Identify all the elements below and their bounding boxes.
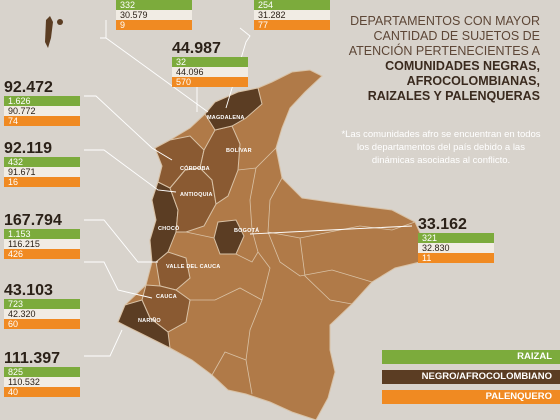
department-borders	[185, 147, 416, 395]
legend-label: PALENQUERO	[485, 391, 552, 402]
palenquero-value: 570	[172, 77, 248, 87]
region-narino	[117, 299, 171, 349]
region-magdalena	[204, 87, 263, 131]
map-label-magdalena: MAGDALENA	[207, 115, 245, 121]
palenquero-value: 426	[4, 249, 80, 259]
san-andres-island	[45, 16, 53, 48]
palenquero-value: 11	[418, 253, 494, 263]
map-label-bogota: BOGOTÁ	[234, 228, 260, 234]
legend-negro: NEGRO/AFROCOLOMBIANO	[382, 370, 560, 384]
leader-lines	[84, 20, 413, 357]
raizal-value: 32	[172, 57, 248, 67]
negro-value: 44.096	[172, 67, 248, 77]
title-line: CANTIDAD DE SUJETOS DE	[373, 29, 540, 43]
title-bold-line: COMUNIDADES NEGRAS,	[385, 59, 540, 73]
infographic-title: DEPARTAMENTOS CON MAYOR CANTIDAD DE SUJE…	[300, 14, 540, 104]
map-label-choco: CHOCÓ	[158, 226, 180, 232]
legend-raizal: RAIZAL	[382, 350, 560, 364]
raizal-value: 1.153	[4, 229, 80, 239]
palenquero-value: 9	[116, 20, 192, 30]
title-bold-line: RAIZALES Y PALENQUERAS	[367, 89, 540, 103]
department-total: 44.987	[172, 40, 221, 57]
negro-value: 31.282	[254, 10, 330, 20]
raizal-value: 432	[4, 157, 80, 167]
negro-value: 116.215	[4, 239, 80, 249]
legend-label: RAIZAL	[517, 351, 552, 362]
department-total: 111.397	[4, 350, 61, 367]
title-line: DEPARTAMENTOS CON MAYOR	[350, 14, 540, 28]
raizal-value: 321	[418, 233, 494, 243]
dept-box-choco: 167.794 1.153 116.215 426	[4, 212, 80, 259]
negro-value: 110.532	[4, 377, 80, 387]
negro-value: 42.320	[4, 309, 80, 319]
dept-box-top-right: 254 31.282 77	[254, 0, 330, 30]
map-label-valle: VALLE DEL CAUCA	[166, 264, 221, 270]
title-line: ATENCIÓN PERTENECIENTES A	[348, 44, 540, 58]
negro-value: 91.671	[4, 167, 80, 177]
footnote: *Las comunidades afro se encuentran en t…	[341, 129, 541, 166]
department-total: 167.794	[4, 212, 62, 229]
negro-value: 32.830	[418, 243, 494, 253]
palenquero-value: 16	[4, 177, 80, 187]
legend-label: NEGRO/AFROCOLOMBIANO	[421, 371, 552, 382]
department-total: 92.472	[4, 79, 53, 96]
palenquero-value: 60	[4, 319, 80, 329]
dept-box-bogota: 33.162 321 32.830 11	[418, 216, 494, 263]
raizal-value: 332	[116, 0, 192, 10]
palenquero-value: 77	[254, 20, 330, 30]
raizal-value: 723	[4, 299, 80, 309]
dept-box-narino: 111.397 825 110.532 40	[4, 350, 80, 397]
dept-box-cordoba: 92.472 1.626 90.772 74	[4, 79, 80, 126]
map-label-antioquia: ANTIOQUIA	[180, 192, 213, 198]
raizal-value: 825	[4, 367, 80, 377]
department-total: 43.103	[4, 282, 53, 299]
palenquero-value: 40	[4, 387, 80, 397]
raizal-value: 1.626	[4, 96, 80, 106]
dept-box-valle: 43.103 723 42.320 60	[4, 282, 80, 329]
negro-value: 90.772	[4, 106, 80, 116]
map-label-cauca: CAUCA	[156, 294, 177, 300]
legend-palenquero: PALENQUERO	[382, 390, 560, 404]
dept-box-top-left: 332 30.579 9	[116, 0, 192, 30]
palenquero-value: 74	[4, 116, 80, 126]
map-label-cordoba: CÓRDOBA	[180, 166, 210, 172]
map-label-bolivar: BOLÍVAR	[226, 148, 252, 154]
map-label-narino: NARIÑO	[138, 318, 161, 324]
department-total: 92.119	[4, 140, 53, 157]
providencia-island	[57, 19, 63, 25]
department-total: 33.162	[418, 216, 467, 233]
dept-box-antioquia: 92.119 432 91.671 16	[4, 140, 80, 187]
dept-box-magdalena: 44.987 32 44.096 570	[172, 40, 248, 87]
negro-value: 30.579	[116, 10, 192, 20]
raizal-value: 254	[254, 0, 330, 10]
title-bold-line: AFROCOLOMBIANAS,	[406, 74, 540, 88]
